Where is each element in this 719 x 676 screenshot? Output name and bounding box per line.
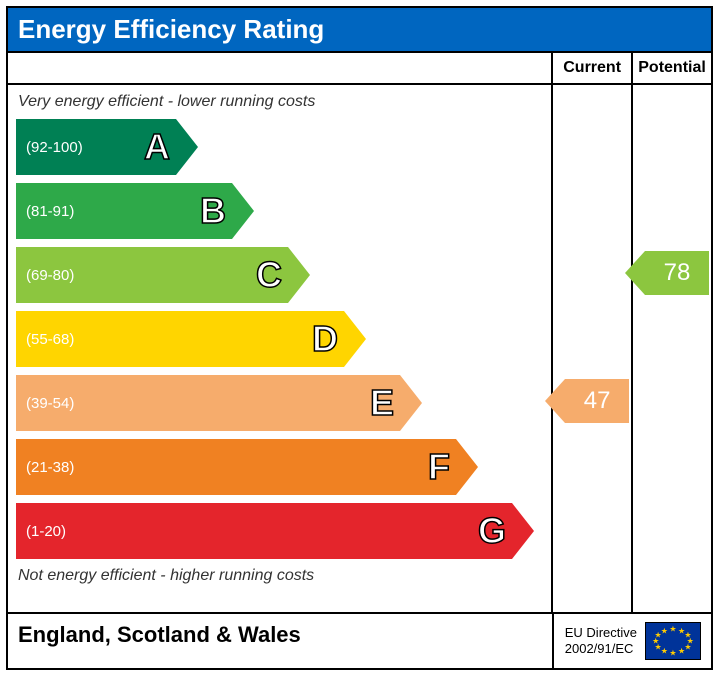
current-indicator: 47	[565, 379, 629, 423]
band-d: (55-68) D	[16, 311, 543, 367]
footer-row: England, Scotland & Wales EU Directive 2…	[8, 612, 711, 668]
band-arrow-icon	[344, 311, 366, 367]
title-bar: Energy Efficiency Rating	[8, 8, 711, 51]
eu-star-icon: ★	[661, 646, 668, 655]
band-a: (92-100) A	[16, 119, 543, 175]
band-arrow-icon	[232, 183, 254, 239]
band-letter: G	[478, 510, 506, 552]
band-e: (39-54) E	[16, 375, 543, 431]
eu-star-icon: ★	[669, 648, 676, 657]
potential-indicator: 78	[645, 251, 709, 295]
eu-directive-text: EU Directive 2002/91/EC	[565, 625, 637, 656]
chart-grid: Current Potential Very energy efficient …	[8, 51, 711, 668]
potential-column: 78	[631, 83, 711, 612]
band-range: (39-54)	[26, 395, 74, 412]
band-g: (1-20) G	[16, 503, 543, 559]
eu-star-icon: ★	[669, 625, 676, 634]
eu-flag-icon: ★★★★★★★★★★★★	[645, 622, 701, 660]
directive-line1: EU Directive	[565, 625, 637, 641]
band-range: (1-20)	[26, 523, 66, 540]
chart-body-row: Very energy efficient - lower running co…	[8, 83, 711, 612]
current-column: 47	[551, 83, 631, 612]
epc-chart-container: Energy Efficiency Rating Current Potenti…	[6, 6, 713, 670]
band-letter: C	[256, 254, 282, 296]
band-arrow-icon	[512, 503, 534, 559]
band-arrow-icon	[288, 247, 310, 303]
band-arrow-icon	[400, 375, 422, 431]
header-current: Current	[551, 51, 631, 83]
eu-star-icon: ★	[684, 642, 691, 651]
band-range: (69-80)	[26, 267, 74, 284]
band-letter: D	[312, 318, 338, 360]
band-range: (92-100)	[26, 139, 83, 156]
band-letter: A	[144, 126, 170, 168]
band-f: (21-38) F	[16, 439, 543, 495]
band-range: (55-68)	[26, 331, 74, 348]
band-letter: F	[428, 446, 450, 488]
bands-cell: Very energy efficient - lower running co…	[8, 83, 551, 612]
eu-star-icon: ★	[678, 646, 685, 655]
footer-directive-cell: EU Directive 2002/91/EC ★★★★★★★★★★★★	[552, 612, 711, 668]
directive-line2: 2002/91/EC	[565, 641, 637, 657]
eu-star-icon: ★	[661, 627, 668, 636]
band-list: (92-100) A (81-91) B (69-80) C (55-68) D (39-54)…	[16, 119, 543, 559]
header-potential: Potential	[631, 51, 711, 83]
caption-efficient: Very energy efficient - lower running co…	[16, 89, 543, 115]
column-header-row: Current Potential	[8, 51, 711, 83]
band-range: (81-91)	[26, 203, 74, 220]
band-arrow-icon	[176, 119, 198, 175]
potential-indicator-value: 78	[664, 259, 691, 287]
band-letter: B	[200, 190, 226, 232]
caption-inefficient: Not energy efficient - higher running co…	[16, 563, 543, 589]
band-range: (21-38)	[26, 459, 74, 476]
band-arrow-icon	[456, 439, 478, 495]
footer-region: England, Scotland & Wales	[8, 612, 552, 668]
chart-title: Energy Efficiency Rating	[18, 14, 324, 44]
band-b: (81-91) B	[16, 183, 543, 239]
band-c: (69-80) C	[16, 247, 543, 303]
band-letter: E	[370, 382, 394, 424]
header-spacer	[8, 51, 551, 83]
current-indicator-value: 47	[584, 387, 611, 415]
